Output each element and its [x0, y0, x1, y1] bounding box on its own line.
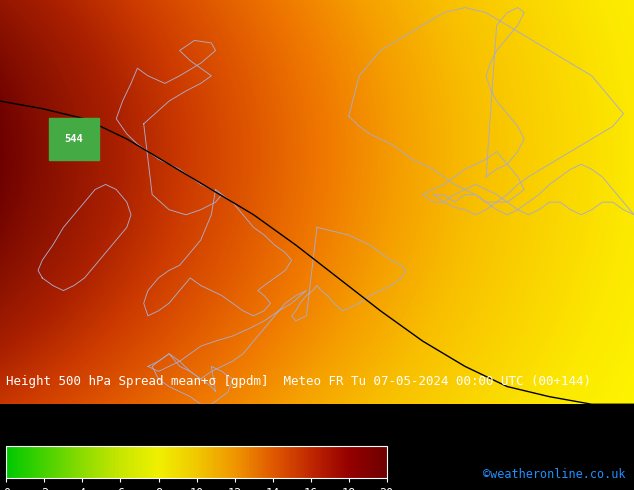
Text: 544: 544 [65, 134, 83, 144]
Text: ©weatheronline.co.uk: ©weatheronline.co.uk [482, 467, 625, 481]
Text: Height 500 hPa Spread mean+σ [gpdm]  Meteo FR Tu 07-05-2024 00:00 UTC (00+144): Height 500 hPa Spread mean+σ [gpdm] Mete… [6, 375, 592, 388]
